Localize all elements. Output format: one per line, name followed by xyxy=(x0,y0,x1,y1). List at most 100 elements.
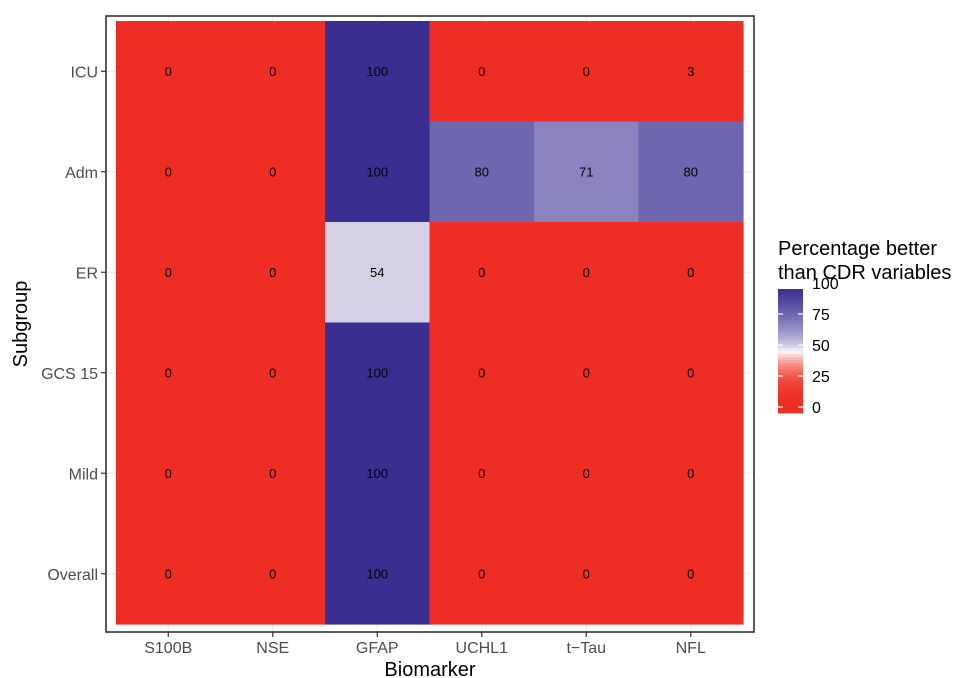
legend-colorbar-segment xyxy=(778,403,803,408)
cell-value-label: 100 xyxy=(366,164,388,179)
cell-value-label: 0 xyxy=(583,365,590,380)
legend-title-line-1: Percentage better xyxy=(778,238,937,260)
legend-colorbar-segment xyxy=(778,307,803,312)
legend-colorbar-segment xyxy=(778,382,803,386)
legend-colorbar-segment xyxy=(778,344,803,349)
legend-colorbar-segment xyxy=(778,369,803,374)
cell-value-label: 0 xyxy=(269,466,276,481)
heatmap-cell xyxy=(534,222,640,324)
heatmap-cell xyxy=(220,222,326,324)
heatmap-cell xyxy=(325,222,431,324)
y-axis-title: Subgroup xyxy=(10,281,32,368)
cell-value-label: 0 xyxy=(687,466,694,481)
legend-colorbar-segment xyxy=(778,372,803,377)
cell-value-labels: 0 0 100 0 0 3 0 0 100 80 71 80 0 0 54 0 0 0 0 0 100 0 0 0 0 0 100 0… xyxy=(165,64,698,582)
heatmap-cell xyxy=(116,523,222,625)
heatmap-cell xyxy=(638,21,744,123)
cell-value-label: 0 xyxy=(687,566,694,581)
x-tick-label: S100B xyxy=(144,640,192,657)
heatmap-cell xyxy=(429,322,535,424)
cell-value-label: 0 xyxy=(478,265,485,280)
legend-colorbar-segment xyxy=(778,326,803,330)
legend-colorbar-segment xyxy=(778,329,803,333)
heatmap-cell xyxy=(429,121,535,223)
x-tick-label: GFAP xyxy=(356,640,399,657)
legend-tick-label: 25 xyxy=(812,369,830,386)
heatmap-cell xyxy=(325,423,431,525)
cell-value-label: 0 xyxy=(165,566,172,581)
legend-colorbar-segment xyxy=(778,316,803,321)
cell-value-label: 100 xyxy=(366,64,388,79)
legend-tick-label: 50 xyxy=(812,338,830,355)
x-tick-label: t−Tau xyxy=(566,640,606,657)
y-tick-label: Mild xyxy=(69,466,98,483)
legend-colorbar-segment xyxy=(778,341,803,346)
cell-value-label: 0 xyxy=(478,365,485,380)
x-tick-label: UCHL1 xyxy=(456,640,509,657)
cell-value-label: 0 xyxy=(687,365,694,380)
cell-value-label: 71 xyxy=(579,164,593,179)
legend-colorbar-segment xyxy=(778,366,803,370)
cell-value-label: 100 xyxy=(366,466,388,481)
heatmap-cell xyxy=(220,423,326,525)
cell-value-label: 0 xyxy=(269,365,276,380)
legend-colorbar-segment xyxy=(778,304,803,308)
y-tick-label: ER xyxy=(76,265,98,282)
heatmap-cell xyxy=(429,21,535,123)
cell-value-label: 0 xyxy=(583,265,590,280)
heatmap-cell xyxy=(638,222,744,324)
cell-value-label: 0 xyxy=(269,164,276,179)
legend-colorbar-segment xyxy=(778,375,803,380)
legend-colorbar-segment xyxy=(778,338,803,343)
heatmap-cell xyxy=(534,423,640,525)
legend-colorbar-segment xyxy=(778,397,803,401)
legend-colorbar-segment xyxy=(778,360,803,364)
heatmap-cell xyxy=(429,423,535,525)
y-tick-label: ICU xyxy=(70,64,98,81)
legend-colorbar-segment xyxy=(778,385,803,389)
cell-value-label: 0 xyxy=(269,64,276,79)
x-axis-title: Biomarker xyxy=(384,659,475,678)
legend: Percentage better than CDR variables 100… xyxy=(778,238,951,417)
heatmap-cell xyxy=(429,222,535,324)
legend-colorbar-segment xyxy=(778,391,803,395)
x-tick-label: NSE xyxy=(256,640,289,657)
legend-ticks: 100 75 50 25 0 xyxy=(778,276,839,417)
legend-colorbar-segment xyxy=(778,295,803,299)
legend-colorbar-segment xyxy=(778,335,803,339)
heatmap-cell xyxy=(325,21,431,123)
legend-colorbar-segment xyxy=(778,394,803,398)
heatmap-cell xyxy=(429,523,535,625)
heatmap-cell xyxy=(638,523,744,625)
legend-colorbar-segment xyxy=(778,313,803,318)
y-tick-label: Overall xyxy=(47,567,98,584)
x-axis: S100B NSE GFAP UCHL1 t−Tau NFL xyxy=(144,632,706,657)
legend-colorbar-segment xyxy=(778,351,803,355)
cell-value-label: 0 xyxy=(165,64,172,79)
heatmap-cells xyxy=(116,21,744,625)
legend-colorbar-segment xyxy=(778,289,803,293)
legend-colorbar-segment xyxy=(778,378,803,383)
cell-value-label: 0 xyxy=(165,365,172,380)
heatmap-cell xyxy=(325,523,431,625)
cell-value-label: 54 xyxy=(370,265,384,280)
cell-value-label: 3 xyxy=(687,64,694,79)
legend-colorbar-segment xyxy=(778,301,803,305)
heatmap-cell xyxy=(116,21,222,123)
legend-colorbar-segment xyxy=(778,347,803,352)
heatmap-cell xyxy=(116,322,222,424)
legend-colorbar-segment xyxy=(778,357,803,361)
cell-value-label: 100 xyxy=(366,365,388,380)
heatmap-cell xyxy=(325,121,431,223)
legend-colorbar-segment xyxy=(778,323,803,327)
cell-value-label: 0 xyxy=(269,265,276,280)
cell-value-label: 0 xyxy=(478,64,485,79)
heatmap-cell xyxy=(220,523,326,625)
cell-value-label: 0 xyxy=(583,566,590,581)
cell-value-label: 0 xyxy=(269,566,276,581)
heatmap-cell xyxy=(116,423,222,525)
panel-border xyxy=(105,15,755,633)
legend-title-line-2: than CDR variables xyxy=(778,262,951,284)
heatmap-cell xyxy=(220,21,326,123)
